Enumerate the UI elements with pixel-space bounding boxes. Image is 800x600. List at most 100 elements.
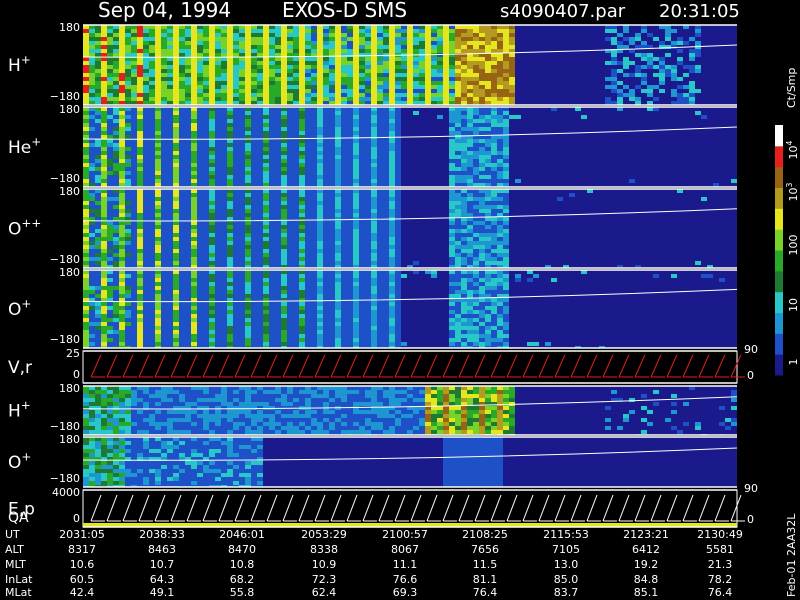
spectrogram-cell [647,29,653,33]
spectrogram-cell [221,65,227,69]
spectrogram-cell [665,57,671,61]
spectrogram-cell [161,135,167,139]
spectrogram-cell [605,163,611,167]
spectrogram-cell [269,179,275,183]
spectrogram-cell [641,143,647,147]
spectrogram-cell [179,151,185,155]
spectrogram-cell [107,101,113,105]
spectrogram-cell [443,93,449,97]
spectrogram-cell [83,205,89,209]
spectrogram-cell [269,25,275,29]
spectrogram-cell [629,45,635,49]
spectrogram-cell [611,65,617,69]
spectrogram-cell [209,135,215,139]
spectrogram-cell [359,135,365,139]
spectrogram-cell [581,57,587,61]
spectrogram-cell [455,123,461,127]
spectrogram-cell [341,163,347,167]
spectrogram-cell [731,135,737,139]
spectrogram-cell [659,155,665,159]
spectrogram-cell [443,97,449,101]
spectrogram-cell [101,73,107,77]
spectrogram-cell [455,25,461,29]
spectrogram-cell [593,151,599,155]
spectrogram-cell [179,193,185,197]
spectrogram-cell [95,201,101,205]
spectrogram-cell [101,53,107,57]
spectrogram-cell [425,179,431,183]
spectrogram-cell [719,85,725,89]
spectrogram-cell [125,233,131,237]
spectrogram-cell [401,167,407,171]
spectrogram-cell [173,241,179,245]
spectrogram-cell [227,189,233,193]
spectrogram-cell [305,183,311,187]
spectrogram-cell [155,37,161,41]
spectrogram-cell [437,25,443,29]
spectrogram-cell [197,77,203,81]
spectrogram-cell [155,123,161,127]
spectrogram-cell [209,237,215,241]
spectrogram-cell [197,221,203,225]
spectrogram-cell [251,81,257,85]
spectrogram-cell [629,49,635,53]
spectrogram-cell [287,85,293,89]
spectrogram-cell [623,171,629,175]
spectrogram-cell [149,107,155,111]
spectrogram-cell [161,81,167,85]
spectrogram-cell [425,45,431,49]
spectrogram-cell [353,155,359,159]
spectrogram-cell [497,57,503,61]
spectrogram-cell [455,139,461,143]
spectrogram-cell [263,249,269,253]
spectrogram-cell [173,217,179,221]
spectrogram-cell [263,233,269,237]
spectrogram-cell [455,77,461,81]
spectrogram-cell [455,107,461,111]
spectrogram-cell [347,155,353,159]
spectrogram-cell [257,127,263,131]
spectrogram-cell [257,193,263,197]
spectrogram-cell [191,69,197,73]
spectrogram-cell [677,175,683,179]
spectrogram-cell [533,41,539,45]
spectrogram-cell [515,73,521,77]
spectrogram-cell [329,33,335,37]
spectrogram-cell [257,167,263,171]
spectrogram-cell [389,73,395,77]
spectrogram-cell [617,33,623,37]
spectrogram-cell [353,163,359,167]
spectrogram-cell [125,143,131,147]
spectrogram-cell [167,53,173,57]
spectrogram-cell [359,33,365,37]
spectrogram-cell [623,127,629,131]
spectrogram-cell [269,77,275,81]
spectrogram-cell [101,237,107,241]
spectrogram-cell [305,111,311,115]
spectrogram-cell [185,205,191,209]
spectrogram-cell [269,123,275,127]
spectrogram-cell [701,45,707,49]
spectrogram-cell [125,25,131,29]
spectrogram-cell [437,119,443,123]
spectrogram-cell [167,57,173,61]
spectrogram-cell [485,147,491,151]
spectrogram-cell [251,97,257,101]
spectrogram-cell [653,127,659,131]
spectrogram-cell [503,89,509,93]
spectrogram-cell [473,175,479,179]
spectrogram-cell [173,107,179,111]
spectrogram-cell [503,139,509,143]
spectrogram-cell [293,115,299,119]
spectrogram-cell [311,151,317,155]
spectrogram-cell [629,53,635,57]
spectrogram-cell [689,73,695,77]
spectrogram-cell [611,163,617,167]
spectrogram-cell [401,57,407,61]
spectrogram-cell [209,193,215,197]
spectrogram-cell [443,139,449,143]
spectrogram-cell [449,183,455,187]
spectrogram-cell [167,249,173,253]
spectrogram-cell [221,111,227,115]
spectrogram-cell [611,139,617,143]
